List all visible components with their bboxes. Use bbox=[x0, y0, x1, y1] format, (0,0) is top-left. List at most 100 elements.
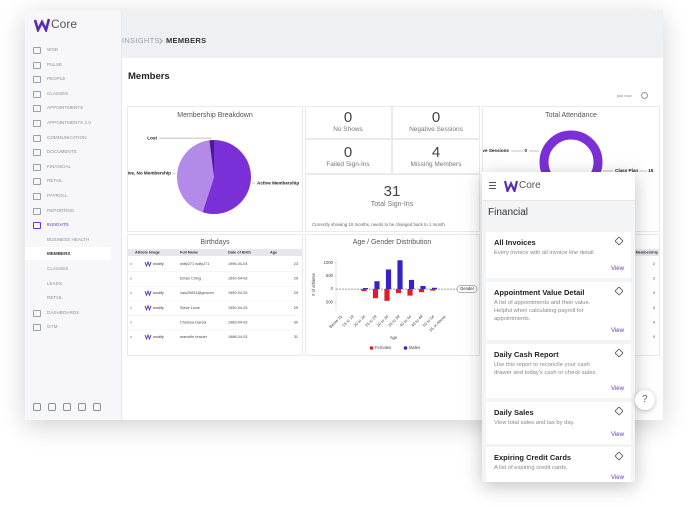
star-icon bbox=[614, 451, 624, 461]
avatar-text: wodify bbox=[153, 335, 164, 339]
table-cell: 0 bbox=[653, 335, 655, 339]
report-card: Daily Sales View total sales and tax by d… bbox=[486, 402, 631, 444]
bar bbox=[418, 289, 425, 293]
widget-frame bbox=[305, 234, 480, 356]
avatar-logo bbox=[144, 260, 152, 268]
star-icon bbox=[614, 348, 624, 358]
bar bbox=[430, 289, 436, 291]
nav-icon bbox=[33, 47, 41, 54]
updated-time: just now bbox=[617, 93, 632, 98]
footer-icon bbox=[48, 403, 56, 411]
nav-item[interactable]: REPORTING bbox=[47, 207, 75, 213]
slice-value: 15 bbox=[648, 168, 654, 173]
table-cell: 1989-04-03 bbox=[228, 320, 247, 324]
widget-frame bbox=[305, 139, 392, 174]
widget-frame bbox=[305, 106, 392, 139]
nav-item[interactable]: APPOINTMENTS 2.0 bbox=[47, 120, 91, 125]
subnav-item[interactable]: LEADS bbox=[47, 280, 63, 286]
bar bbox=[395, 289, 402, 293]
nav-item[interactable]: COMMUNICATION bbox=[47, 134, 87, 140]
table-header: Athlete Image bbox=[135, 251, 160, 255]
view-link[interactable]: View bbox=[611, 386, 624, 392]
nav-item[interactable]: DOCUMENTS bbox=[47, 149, 77, 155]
nav-item[interactable]: DASHBOARDS bbox=[47, 309, 80, 315]
report-description: Use this report to reconcile your cash d… bbox=[494, 362, 597, 376]
help-button[interactable]: ? bbox=[635, 390, 655, 410]
widget-frame bbox=[392, 106, 480, 139]
legend-label: Males bbox=[409, 345, 420, 350]
x-tick-label: Below 15 bbox=[328, 313, 344, 329]
pie-chart: Membership Breakdown Active Membership Ina… bbox=[128, 112, 299, 214]
table-header: Age bbox=[270, 251, 277, 255]
report-title[interactable]: Daily Sales bbox=[494, 408, 534, 417]
table-cell: 2 bbox=[653, 277, 655, 281]
nav-icon bbox=[33, 309, 41, 317]
help-icon[interactable]: ? bbox=[642, 394, 648, 405]
table-cell: 30 bbox=[294, 320, 298, 324]
subnav-item[interactable]: RETAIL bbox=[47, 295, 63, 301]
star-icon bbox=[614, 406, 624, 416]
stat-value: 0 bbox=[343, 109, 353, 126]
subnav-item[interactable]: CLASSES bbox=[47, 266, 69, 271]
row-index bbox=[130, 306, 132, 309]
footer-icon bbox=[93, 403, 101, 411]
nav-item[interactable]: INSIGHTS bbox=[47, 222, 69, 228]
nav-item[interactable]: APPOINTMENTS bbox=[47, 105, 84, 111]
nav-icon bbox=[33, 90, 41, 98]
y-axis-label: # of athletes bbox=[311, 273, 316, 296]
row-index bbox=[130, 321, 132, 324]
view-link[interactable]: View bbox=[611, 432, 624, 438]
view-link[interactable]: View bbox=[611, 266, 624, 272]
report-title[interactable]: All Invoices bbox=[494, 238, 536, 247]
nav-item[interactable]: PAYROLL bbox=[47, 193, 68, 198]
report-description: A list of expiring credit cards. bbox=[494, 465, 568, 471]
breadcrumb-item: INSIGHTS bbox=[122, 36, 160, 45]
bar bbox=[408, 279, 415, 290]
stat-label: Total Sign-Ins bbox=[370, 201, 414, 208]
y-tick-label: 0 bbox=[331, 286, 334, 291]
subnav-item[interactable]: BUSINESS HEALTH bbox=[47, 236, 90, 242]
report-title[interactable]: Appointment Value Detail bbox=[494, 288, 585, 297]
logo-mark bbox=[34, 18, 50, 32]
star-icon bbox=[614, 286, 624, 296]
slice-label: Lost bbox=[147, 135, 157, 140]
report-description: Every invoice with all invoice line deta… bbox=[494, 250, 596, 256]
slice-value: 0 bbox=[524, 148, 527, 153]
table-cell: 31 bbox=[294, 335, 298, 339]
report-title[interactable]: Daily Cash Report bbox=[494, 350, 559, 359]
pie-slice bbox=[202, 140, 251, 214]
hamburger-bar bbox=[489, 188, 496, 189]
stat-value: 31 bbox=[383, 183, 401, 200]
nav-item[interactable]: CLASSES bbox=[47, 90, 69, 96]
view-link[interactable]: View bbox=[611, 328, 624, 334]
legend-swatch bbox=[403, 346, 408, 350]
legend-label: Females bbox=[375, 345, 391, 350]
report-card: All Invoices Every invoice with all invoi… bbox=[486, 232, 631, 278]
nav-icon bbox=[33, 61, 41, 69]
view-link[interactable]: View bbox=[611, 475, 624, 481]
nav-item[interactable]: GYM bbox=[47, 324, 58, 330]
subnav-item[interactable]: MEMBERS bbox=[47, 251, 71, 257]
row-index bbox=[130, 263, 132, 265]
pie-slice bbox=[209, 140, 214, 177]
nav-item[interactable]: WOD bbox=[47, 47, 59, 52]
bar bbox=[372, 289, 379, 299]
widget-title: Membership Breakdown bbox=[177, 112, 253, 119]
widget-title: Total Attendance bbox=[545, 112, 597, 119]
avatar-logo bbox=[144, 289, 152, 297]
nav-item[interactable]: PEOPLE bbox=[47, 76, 66, 82]
table-cell: 0 bbox=[653, 320, 655, 324]
stat-label: Failed Sign-Ins bbox=[326, 161, 370, 168]
annotation-box bbox=[456, 285, 478, 293]
report-description: A list of appointments and their value. … bbox=[494, 300, 591, 322]
report-title[interactable]: Expiring Credit Cards bbox=[494, 453, 572, 462]
nav-item[interactable]: FINANCIAL bbox=[47, 163, 71, 169]
nav-item[interactable]: RETAIL bbox=[47, 178, 63, 184]
widget-frame bbox=[127, 234, 303, 356]
table-header: Membership bbox=[636, 251, 659, 255]
nav-item[interactable]: PULSE bbox=[47, 61, 63, 67]
note: Currently showing 10 months, needs to be… bbox=[312, 222, 446, 227]
table-cell: caio25631@gmcom bbox=[180, 291, 214, 295]
table-cell: 29 bbox=[294, 306, 298, 310]
legend-swatch bbox=[369, 346, 374, 350]
